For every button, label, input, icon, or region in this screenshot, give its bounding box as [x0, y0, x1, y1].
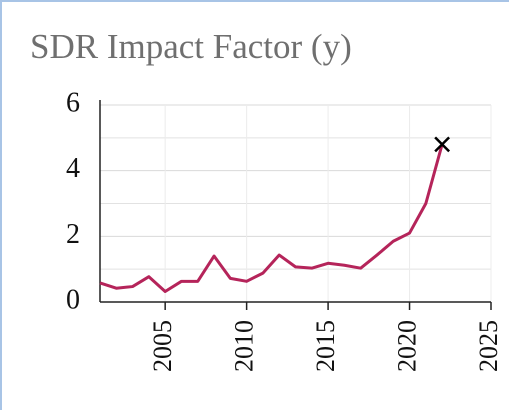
- x-tick-label: 2005: [148, 320, 177, 372]
- y-tick-label: 6: [66, 87, 80, 118]
- x-tick-label: 2025: [474, 320, 503, 372]
- chart-title: SDR Impact Factor (y): [30, 27, 352, 66]
- line: [99, 144, 444, 293]
- x-tick-label: 2010: [230, 320, 259, 372]
- x-tick-label: 2020: [393, 320, 422, 372]
- point-marker: [434, 136, 451, 153]
- y-tick-label: 0: [66, 284, 80, 315]
- y-tick-label: 2: [66, 219, 80, 250]
- y-tick-label: 4: [66, 153, 80, 184]
- x-tick-label: 2015: [311, 320, 340, 372]
